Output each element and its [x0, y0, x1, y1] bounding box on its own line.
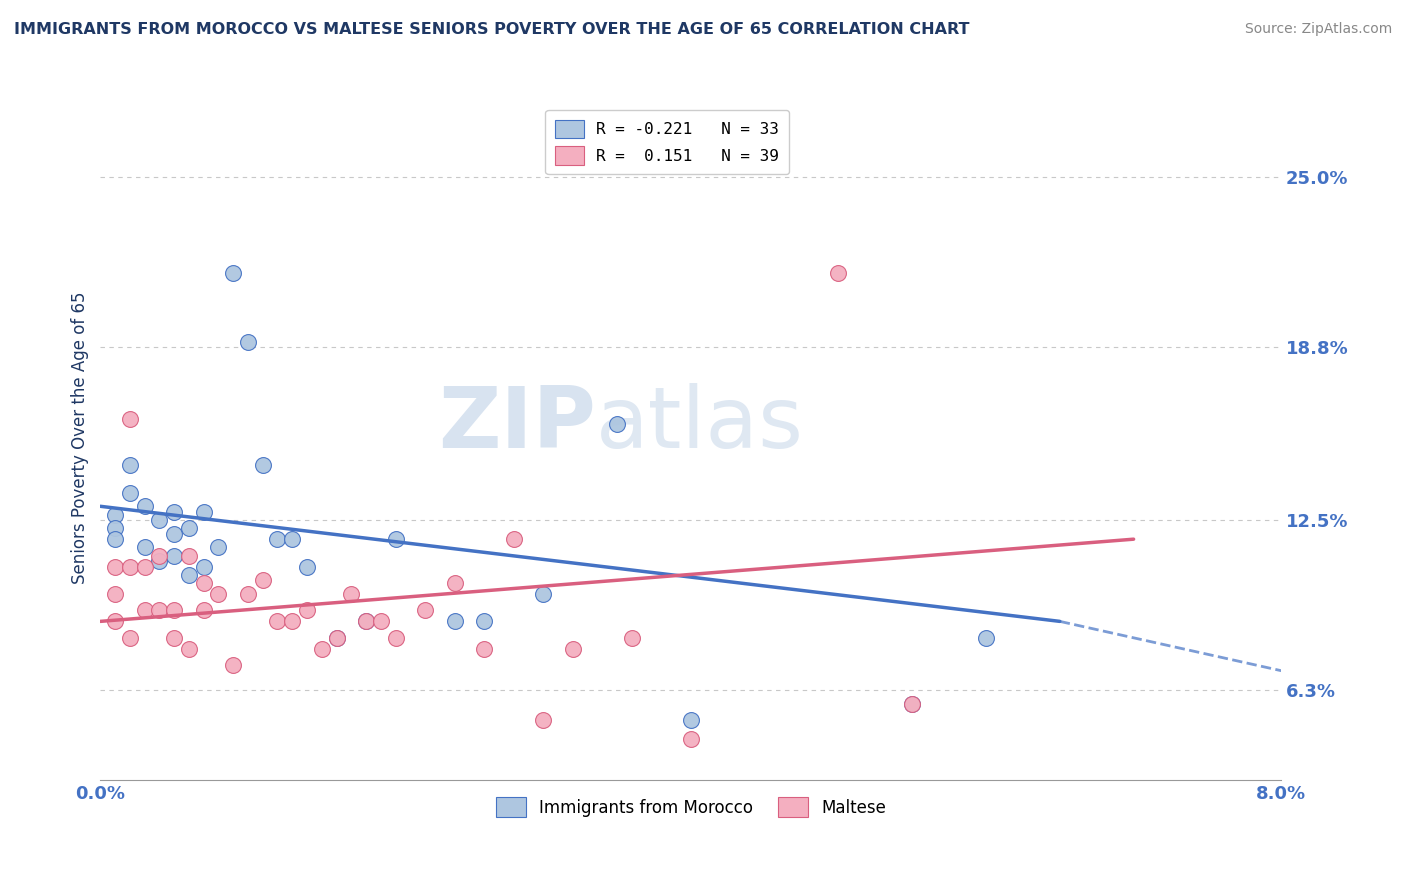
Point: [974, 631, 997, 645]
Point: [134, 559, 156, 574]
Point: [118, 631, 141, 645]
Point: [827, 266, 849, 280]
Point: [134, 603, 156, 617]
Point: [134, 500, 156, 514]
Point: [104, 532, 127, 546]
Point: [340, 587, 363, 601]
Point: [148, 554, 170, 568]
Legend: Immigrants from Morocco, Maltese: Immigrants from Morocco, Maltese: [489, 791, 893, 823]
Point: [163, 526, 186, 541]
Point: [193, 576, 215, 591]
Point: [177, 567, 200, 582]
Point: [901, 697, 924, 711]
Point: [901, 697, 924, 711]
Point: [104, 615, 127, 629]
Point: [502, 532, 524, 546]
Point: [222, 658, 245, 673]
Point: [443, 615, 465, 629]
Point: [281, 532, 304, 546]
Point: [354, 615, 377, 629]
Point: [104, 587, 127, 601]
Point: [104, 559, 127, 574]
Text: IMMIGRANTS FROM MOROCCO VS MALTESE SENIORS POVERTY OVER THE AGE OF 65 CORRELATIO: IMMIGRANTS FROM MOROCCO VS MALTESE SENIO…: [14, 22, 970, 37]
Point: [311, 641, 333, 656]
Point: [222, 266, 245, 280]
Point: [620, 631, 643, 645]
Point: [163, 631, 186, 645]
Point: [266, 615, 288, 629]
Point: [472, 615, 495, 629]
Point: [177, 549, 200, 563]
Text: atlas: atlas: [596, 383, 804, 466]
Point: [118, 411, 141, 425]
Point: [606, 417, 628, 431]
Point: [163, 549, 186, 563]
Point: [443, 576, 465, 591]
Point: [384, 532, 406, 546]
Point: [325, 631, 347, 645]
Point: [104, 508, 127, 522]
Point: [325, 631, 347, 645]
Point: [193, 559, 215, 574]
Point: [679, 732, 702, 747]
Y-axis label: Seniors Poverty Over the Age of 65: Seniors Poverty Over the Age of 65: [72, 292, 89, 584]
Point: [163, 603, 186, 617]
Point: [148, 549, 170, 563]
Point: [252, 574, 274, 588]
Point: [266, 532, 288, 546]
Point: [163, 505, 186, 519]
Point: [118, 458, 141, 473]
Point: [236, 334, 259, 349]
Point: [413, 603, 436, 617]
Point: [679, 713, 702, 727]
Point: [472, 641, 495, 656]
Point: [177, 641, 200, 656]
Point: [354, 615, 377, 629]
Point: [561, 641, 583, 656]
Text: Source: ZipAtlas.com: Source: ZipAtlas.com: [1244, 22, 1392, 37]
Point: [193, 505, 215, 519]
Point: [236, 587, 259, 601]
Point: [177, 521, 200, 535]
Point: [207, 587, 229, 601]
Point: [148, 513, 170, 527]
Point: [295, 559, 318, 574]
Point: [193, 603, 215, 617]
Text: ZIP: ZIP: [439, 383, 596, 466]
Point: [531, 587, 554, 601]
Point: [252, 458, 274, 473]
Point: [148, 603, 170, 617]
Point: [531, 713, 554, 727]
Point: [104, 521, 127, 535]
Point: [281, 615, 304, 629]
Point: [207, 541, 229, 555]
Point: [118, 485, 141, 500]
Point: [384, 631, 406, 645]
Point: [134, 541, 156, 555]
Point: [118, 559, 141, 574]
Point: [295, 603, 318, 617]
Point: [370, 615, 392, 629]
